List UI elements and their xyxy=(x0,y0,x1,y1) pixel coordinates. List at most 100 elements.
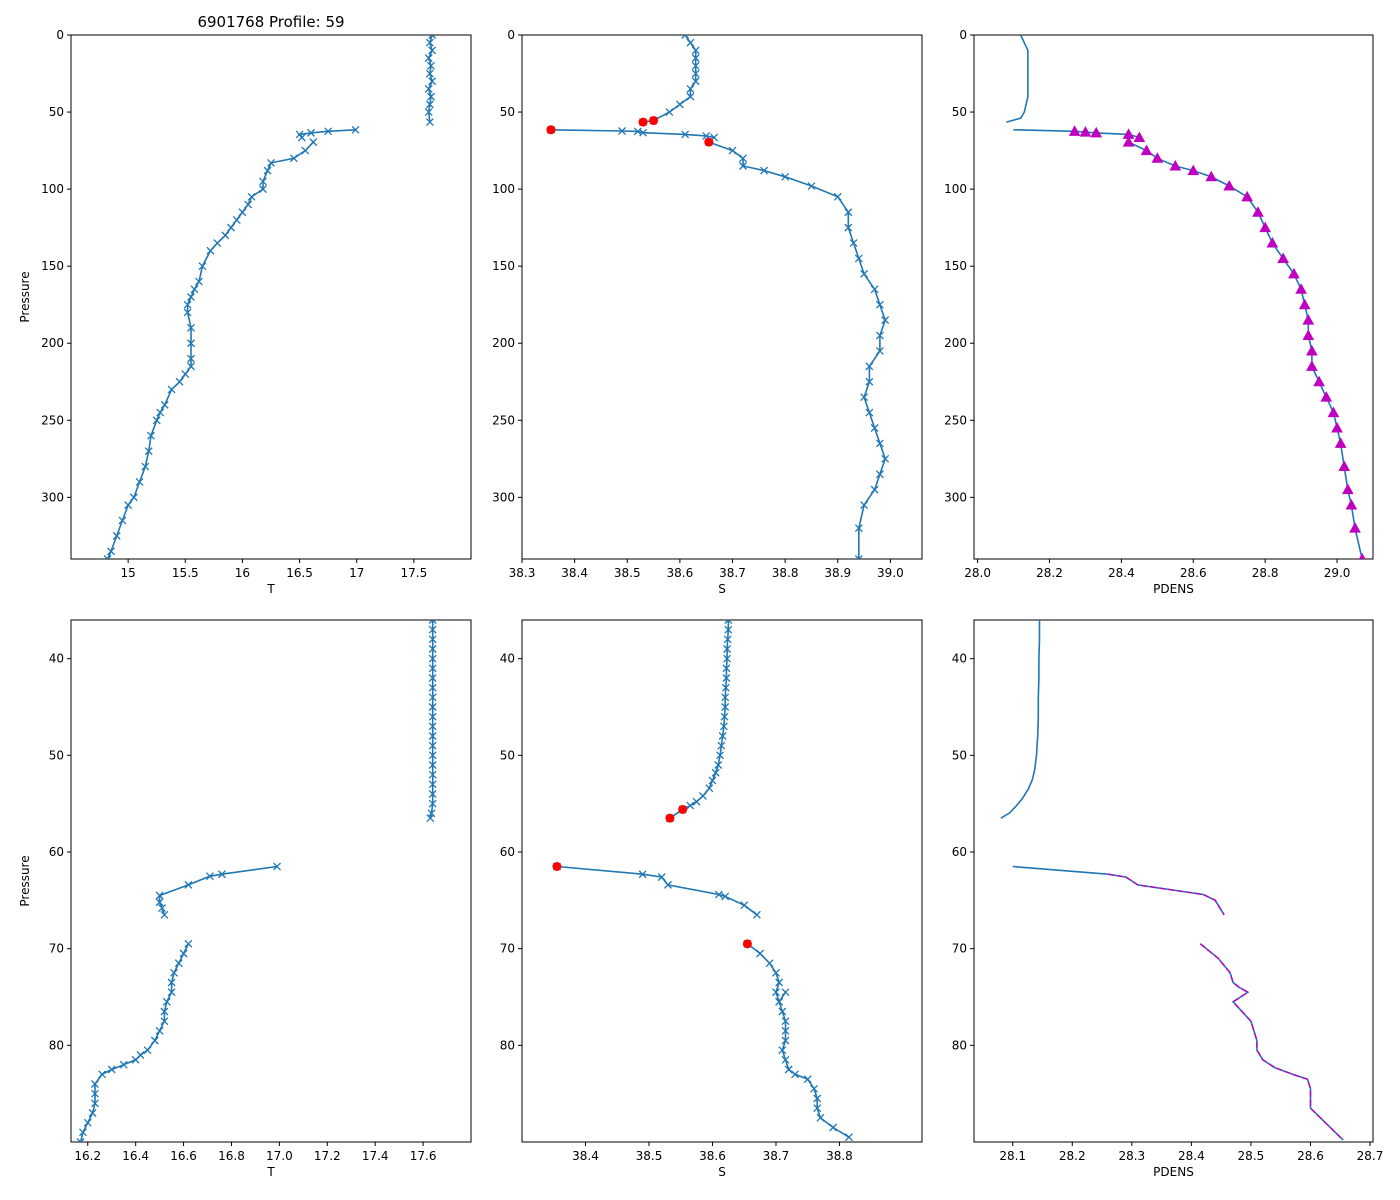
density-triangle-marker xyxy=(1140,144,1153,156)
profile-line-segment xyxy=(1012,865,1225,916)
data-point-x-marker xyxy=(813,1104,822,1113)
y-tick-label: 150 xyxy=(492,259,515,273)
data-point-x-marker xyxy=(76,1138,85,1142)
y-tick-label: 100 xyxy=(41,182,64,196)
data-point-x-marker xyxy=(79,1128,87,1137)
x-tick-label: 28.4 xyxy=(1178,1149,1205,1163)
plot-area xyxy=(1000,620,1344,1141)
data-point-x-marker xyxy=(833,192,842,201)
x-tick-label: 28.4 xyxy=(1108,566,1135,580)
x-tick-label: 28.7 xyxy=(1357,1149,1384,1163)
density-triangle-marker xyxy=(1205,170,1218,182)
panel-salinity-zoom: 38.4 38.5 38.6 38.7 38.8 40 50 60 70 80 S xyxy=(500,619,923,1179)
x-tick-label: 28.2 xyxy=(1059,1149,1086,1163)
density-triangle-marker xyxy=(1277,252,1289,263)
data-point-x-marker xyxy=(428,770,437,779)
axes-frame xyxy=(973,619,1374,1143)
data-point-x-marker xyxy=(781,1017,790,1026)
profile-line-segment xyxy=(429,620,434,819)
data-point-x-marker xyxy=(309,138,318,147)
data-point-x-marker xyxy=(784,1065,793,1074)
data-point-x-marker xyxy=(351,125,360,134)
data-point-x-marker xyxy=(722,674,731,682)
data-point-x-marker xyxy=(301,146,310,155)
y-tick-label: 40 xyxy=(49,652,64,666)
x-tick-label: 38.4 xyxy=(572,1149,599,1163)
data-point-x-marker xyxy=(865,377,874,386)
data-point-x-marker xyxy=(141,462,150,471)
data-point-x-marker xyxy=(618,127,626,135)
data-point-x-marker xyxy=(870,424,879,432)
x-tick-label: 16.5 xyxy=(286,566,313,580)
data-point-x-marker xyxy=(719,722,728,731)
density-triangle-marker xyxy=(1252,206,1264,217)
data-point-x-marker xyxy=(721,892,730,901)
x-tick-label: 15.5 xyxy=(172,566,199,580)
data-point-x-marker xyxy=(428,664,437,673)
y-tick-label: 300 xyxy=(944,490,967,504)
y-tick-label: 150 xyxy=(944,259,967,273)
x-tick-label: 39.0 xyxy=(877,566,904,580)
data-point-x-marker xyxy=(297,133,306,142)
data-point-x-marker xyxy=(698,791,707,800)
y-tick-label: 60 xyxy=(500,845,515,859)
density-triangle-marker xyxy=(1169,159,1182,171)
data-point-x-marker xyxy=(875,470,884,479)
qc-flag-point xyxy=(552,862,562,871)
y-tick-label: 50 xyxy=(952,105,967,119)
profile-line-segment xyxy=(1199,943,1344,1141)
data-point-x-marker xyxy=(778,1007,787,1016)
data-point-x-marker xyxy=(425,118,434,127)
data-point-x-marker xyxy=(428,780,437,789)
data-point-x-marker xyxy=(428,674,437,682)
data-point-x-marker xyxy=(425,100,434,109)
x-tick-label: 28.2 xyxy=(1036,566,1063,580)
x-tick-label: 16.8 xyxy=(218,1149,245,1163)
data-point-x-marker xyxy=(198,262,207,271)
x-tick-label: 38.7 xyxy=(763,1149,790,1163)
data-point-x-marker xyxy=(427,809,436,818)
x-tick-label: 38.7 xyxy=(719,566,746,580)
data-point-x-marker xyxy=(124,501,133,510)
data-point-x-marker xyxy=(206,246,215,255)
data-point-x-marker xyxy=(865,362,874,371)
data-point-x-marker xyxy=(691,77,700,86)
data-point-x-marker xyxy=(711,768,720,777)
density-triangle-marker xyxy=(1358,552,1366,559)
data-point-x-marker xyxy=(860,393,869,402)
panel-temperature-full: 15 15.5 16 16.5 17 17.5 0 50 100 150 200 250 300 T Pre… xyxy=(18,28,472,596)
data-point-x-marker xyxy=(244,200,253,209)
x-tick-label: 28.6 xyxy=(1297,1149,1324,1163)
density-triangle-marker xyxy=(1334,437,1347,448)
y-tick-label: 300 xyxy=(492,490,515,504)
data-point-x-marker xyxy=(723,645,732,653)
data-point-x-marker xyxy=(781,172,790,181)
plot-area xyxy=(76,620,437,1142)
data-point-x-marker xyxy=(765,959,774,968)
data-point-x-marker xyxy=(259,177,267,186)
data-point-x-marker xyxy=(639,128,648,137)
y-tick-label: 40 xyxy=(952,652,967,666)
data-point-x-marker xyxy=(184,939,193,948)
data-point-x-marker xyxy=(307,128,315,137)
data-point-x-marker xyxy=(816,1113,825,1122)
density-triangle-marker xyxy=(1306,344,1318,356)
data-point-x-marker xyxy=(844,223,853,232)
data-point-x-marker xyxy=(156,408,165,417)
x-axis-label: T xyxy=(266,1165,275,1179)
data-point-x-marker xyxy=(760,166,769,175)
plot-area xyxy=(552,620,853,1142)
data-point-x-marker xyxy=(428,77,437,86)
x-axis-label: S xyxy=(718,1165,726,1179)
profile-line-segment xyxy=(556,865,758,916)
data-point-x-marker xyxy=(152,416,161,425)
data-point-x-marker xyxy=(428,790,437,798)
data-point-x-marker xyxy=(427,92,435,101)
density-triangle-marker xyxy=(1302,329,1315,341)
x-tick-label: 28.0 xyxy=(964,566,991,580)
data-point-x-marker xyxy=(752,910,761,919)
data-point-x-marker xyxy=(810,1084,819,1093)
x-tick-label: 38.8 xyxy=(772,566,799,580)
x-tick-label: 28.3 xyxy=(1118,1149,1145,1163)
data-point-x-marker xyxy=(170,968,178,977)
